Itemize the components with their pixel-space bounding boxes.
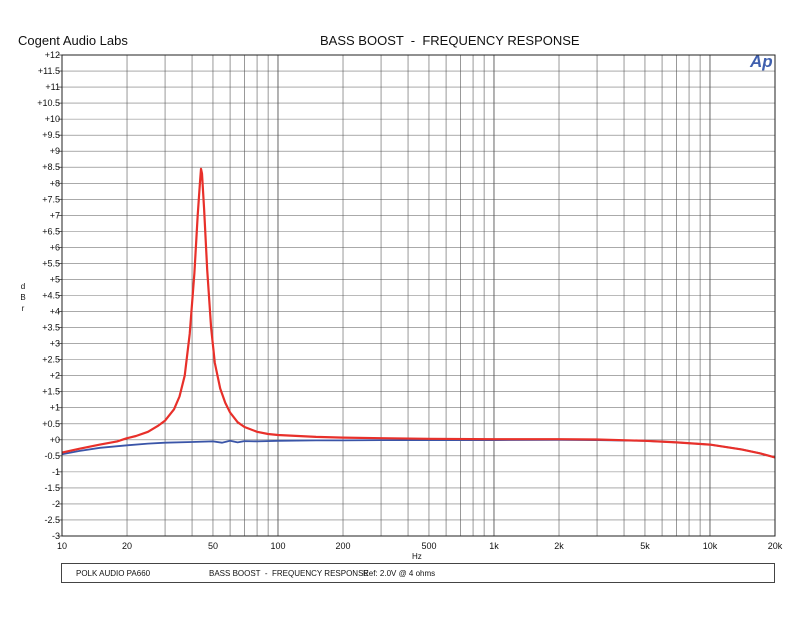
y-tick-label: -2: [52, 499, 60, 509]
y-tick-label: +9: [50, 146, 60, 156]
x-tick-label: 200: [335, 541, 350, 551]
y-tick-label: +2: [50, 371, 60, 381]
y-tick-label: -3: [52, 531, 60, 541]
y-tick-label: +11.5: [38, 66, 60, 76]
y-tick-label: +7: [50, 210, 60, 220]
chart-title: BASS BOOST - FREQUENCY RESPONSE: [320, 33, 580, 48]
x-axis-label: Hz: [412, 552, 422, 561]
x-tick-label: 2k: [554, 541, 564, 551]
x-tick-label: 500: [421, 541, 436, 551]
y-tick-label: +10: [45, 114, 60, 124]
y-tick-label: +1.5: [42, 387, 60, 397]
series-group: [61, 167, 776, 459]
y-tick-label: -1.5: [44, 483, 60, 493]
y-tick-label: +0.5: [42, 419, 60, 429]
y-tick-label: +8: [50, 178, 60, 188]
x-tick-label: 10: [57, 541, 67, 551]
y-tick-label: -2.5: [44, 515, 60, 525]
x-tick-label: 5k: [640, 541, 650, 551]
x-tick-label: 20: [122, 541, 132, 551]
y-tick-label: +0: [50, 435, 60, 445]
footer-title: BASS BOOST - FREQUENCY RESPONSE: [209, 569, 369, 578]
y-tick-label: +10.5: [37, 98, 60, 108]
footer-info-box: POLK AUDIO PA660 BASS BOOST - FREQUENCY …: [61, 563, 775, 583]
y-tick-label: -1: [52, 467, 60, 477]
y-tick-label: +1: [50, 403, 60, 413]
footer-ref: Ref: 2.0V @ 4 ohms: [363, 569, 436, 578]
x-tick-labels: 10 20 50 100 200 500 1k 2k 5k 10k 20k: [57, 541, 783, 551]
x-tick-label: 50: [208, 541, 218, 551]
y-tick-label: +6: [50, 242, 60, 252]
y-tick-label: +4: [50, 307, 60, 317]
y-tick-label: +8.5: [42, 162, 60, 172]
y-tick-label: +11: [45, 82, 60, 92]
plot-frame: [61, 54, 776, 537]
ap-logo: Ap: [750, 52, 773, 71]
x-tick-label: 10k: [703, 541, 718, 551]
x-tick-label: 100: [270, 541, 285, 551]
y-tick-label: +9.5: [42, 130, 60, 140]
y-tick-label: +3.5: [42, 323, 60, 333]
y-tick-label: +3: [50, 339, 60, 349]
chart-grid: [61, 54, 776, 537]
series-line-1: [61, 167, 776, 459]
footer-model: POLK AUDIO PA660: [76, 569, 151, 578]
x-tick-label: 1k: [489, 541, 499, 551]
y-tick-label: +4.5: [42, 291, 60, 301]
y-tick-label: +5.5: [42, 258, 60, 268]
brand-name: Cogent Audio Labs: [18, 33, 128, 48]
y-tick-label: +7.5: [42, 194, 60, 204]
x-tick-label: 20k: [768, 541, 783, 551]
y-tick-label: -0.5: [44, 451, 60, 461]
y-tick-label: +12: [45, 50, 60, 60]
y-tick-label: +2.5: [42, 355, 60, 365]
y-tick-label: +5: [50, 274, 60, 284]
y-tick-label: +6.5: [42, 226, 60, 236]
y-tick-labels: +12 +11.5 +11 +10.5 +10 +9.5 +9 +8.5 +8 +7.5 +7 +6.…: [37, 50, 62, 541]
